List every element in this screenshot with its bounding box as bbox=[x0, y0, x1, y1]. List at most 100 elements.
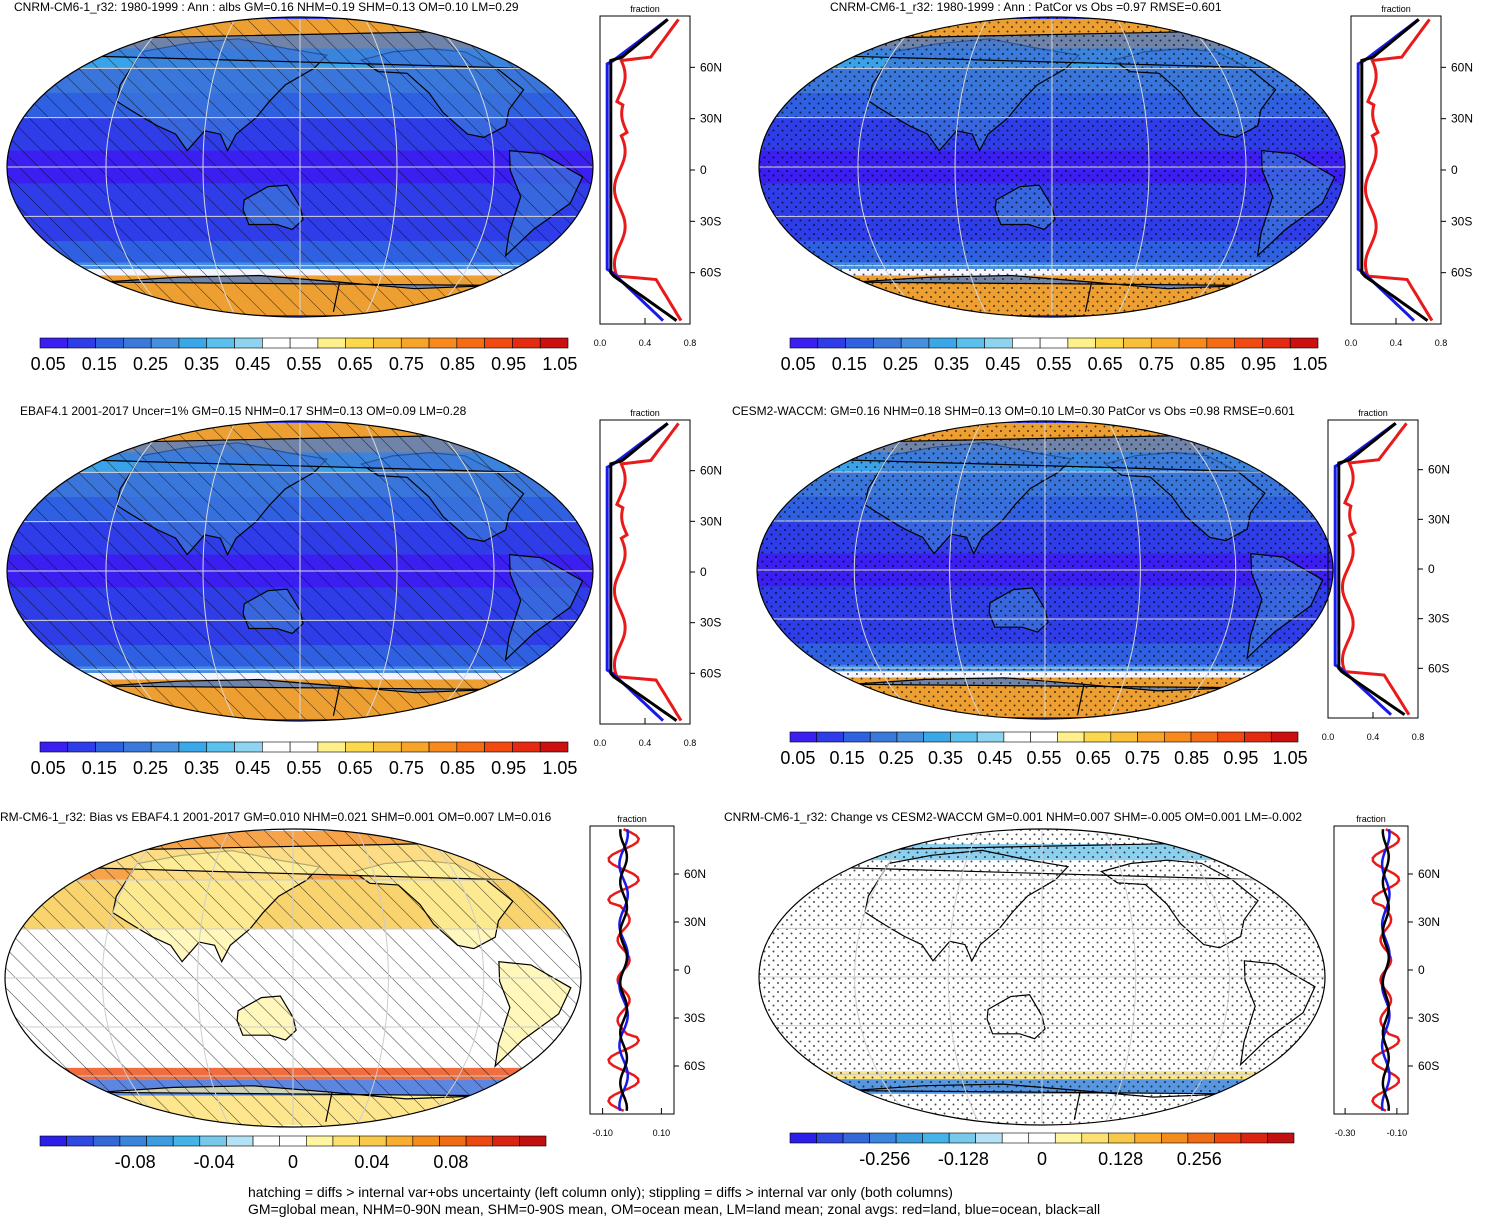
zonal-land-curve bbox=[1341, 422, 1411, 716]
map-robinson bbox=[6, 16, 594, 318]
lat-label: 30S bbox=[1418, 1011, 1439, 1025]
lat-label: 30S bbox=[700, 214, 721, 228]
footer-line-1: hatching = diffs > internal var+obs unce… bbox=[248, 1184, 953, 1200]
longitude-gridline bbox=[954, 18, 988, 316]
lat-label: 60S bbox=[1451, 266, 1472, 280]
colorbar-swatch bbox=[234, 741, 263, 753]
colorbar-swatch bbox=[1190, 731, 1219, 743]
colorbar-label: 0.75 bbox=[1139, 354, 1174, 374]
colorbar-swatch bbox=[896, 731, 924, 743]
colorbar-swatch bbox=[519, 1135, 547, 1147]
colorbar-label: 1.05 bbox=[1273, 748, 1308, 768]
map-robinson bbox=[756, 420, 1334, 720]
colorbar-swatch bbox=[1067, 337, 1096, 349]
zonal-all-curve bbox=[1381, 829, 1391, 1111]
colorbar-swatch bbox=[178, 741, 208, 753]
colorbar-label: 0.55 bbox=[286, 758, 321, 778]
colorbar: 0.05 0.15 0.25 0.35 0.45 0.55 0.65 0.75 0.85 0.95… bbox=[781, 337, 1327, 378]
lat-label: 60S bbox=[1418, 1059, 1439, 1073]
x-tick-label: -0.30 bbox=[1335, 1128, 1356, 1138]
colorbar-label: 0.75 bbox=[1125, 748, 1160, 768]
colorbar-swatch bbox=[789, 337, 819, 349]
colorbar-swatch bbox=[123, 337, 152, 349]
colorbar-label: 0.95 bbox=[1223, 748, 1258, 768]
zonal-land-curve bbox=[613, 18, 683, 322]
zonal-average-plot: fraction 60N 30N 0 30S 60S -0.10 0.10 bbox=[564, 810, 746, 1150]
colorbar-label: 0.95 bbox=[491, 758, 526, 778]
colorbar-label: 0.128 bbox=[1098, 1149, 1143, 1169]
zonal-frame bbox=[1333, 825, 1409, 1115]
colorbar-swatch bbox=[1039, 337, 1069, 349]
colorbar-swatch bbox=[385, 1135, 414, 1147]
lat-label: 60S bbox=[700, 266, 721, 280]
longitude-gridline bbox=[105, 422, 171, 720]
colorbar-label: 0.45 bbox=[235, 354, 270, 374]
colorbar-swatch bbox=[1270, 731, 1299, 743]
colorbar-swatch bbox=[539, 741, 569, 753]
colorbar-label: 0.55 bbox=[1036, 354, 1071, 374]
colorbar-swatch bbox=[484, 741, 513, 753]
x-tick-label: 0.4 bbox=[1367, 732, 1380, 742]
zonal-land-curve bbox=[1364, 18, 1434, 322]
x-tick-label: 0.8 bbox=[1435, 338, 1448, 348]
colorbar-swatch bbox=[975, 1132, 1003, 1144]
longitude-gridline bbox=[356, 830, 389, 1126]
colorbar-swatch bbox=[842, 1132, 870, 1144]
zonal-axis-title: fraction bbox=[1381, 4, 1411, 14]
colorbar-swatch bbox=[317, 741, 346, 753]
longitude-gridline bbox=[197, 830, 230, 1126]
longitude-gridline bbox=[1104, 830, 1137, 1124]
colorbar-swatch bbox=[39, 1135, 67, 1147]
lat-label: 30S bbox=[684, 1011, 705, 1025]
colorbar: 0.05 0.15 0.25 0.35 0.45 0.55 0.65 0.75 0.85 0.95… bbox=[31, 741, 577, 782]
colorbar-swatch bbox=[789, 731, 818, 743]
colorbar-swatch bbox=[428, 337, 458, 349]
lat-label: 60N bbox=[700, 60, 722, 74]
panel-6: CNRM-CM6-1_r32: Change vs CESM2-WACCM GM… bbox=[724, 808, 1493, 1178]
lat-label: 0 bbox=[1428, 562, 1435, 576]
colorbar-swatch bbox=[456, 741, 485, 753]
colorbar-label: 0.55 bbox=[286, 354, 321, 374]
lat-label: 30N bbox=[1451, 112, 1473, 126]
colorbar-swatch bbox=[1057, 731, 1085, 743]
colorbar-label: -0.04 bbox=[194, 1152, 235, 1172]
x-tick-label: 0.8 bbox=[1412, 732, 1425, 742]
colorbar-label: 0.95 bbox=[1241, 354, 1276, 374]
zonal-average-plot: fraction 60N 30N 0 30S 60S 0.0 0.4 0.8 bbox=[594, 0, 746, 360]
colorbar-swatch bbox=[150, 741, 180, 753]
panel-2: CNRM-CM6-1_r32: 1980-1999 : Ann : PatCor… bbox=[746, 0, 1493, 400]
colorbar-label: 0.15 bbox=[832, 354, 867, 374]
colorbar-label: 0.45 bbox=[977, 748, 1012, 768]
colorbar-swatch bbox=[1240, 1132, 1268, 1144]
colorbar-label: 0.15 bbox=[82, 354, 117, 374]
zonal-all-curve bbox=[1360, 18, 1429, 322]
colorbar-label: -0.128 bbox=[938, 1149, 989, 1169]
x-tick-label: -0.10 bbox=[592, 1128, 613, 1138]
lat-label: 30N bbox=[1418, 915, 1440, 929]
colorbar-swatch bbox=[512, 337, 541, 349]
panel-title: EBAF4.1 2001-2017 Uncer=1% GM=0.15 NHM=0… bbox=[20, 404, 467, 418]
map-robinson bbox=[6, 420, 594, 722]
lat-label: 30N bbox=[700, 514, 722, 528]
panel-3: EBAF4.1 2001-2017 Uncer=1% GM=0.15 NHM=0… bbox=[0, 404, 746, 794]
x-tick-label: 0.4 bbox=[1390, 338, 1403, 348]
longitude-gridline bbox=[202, 422, 236, 720]
zonal-all-curve bbox=[618, 829, 629, 1111]
colorbar-label: 0.05 bbox=[781, 354, 816, 374]
longitude-gridline bbox=[1181, 18, 1247, 316]
lat-label: 60N bbox=[1451, 60, 1473, 74]
colorbar-label: 0.15 bbox=[830, 748, 865, 768]
colorbar-swatch bbox=[400, 337, 430, 349]
colorbar-label: 1.05 bbox=[542, 354, 577, 374]
colorbar-swatch bbox=[1289, 337, 1319, 349]
colorbar-swatch bbox=[900, 337, 930, 349]
colorbar-swatch bbox=[976, 731, 1005, 743]
longitude-gridline bbox=[429, 18, 495, 316]
x-tick-label: 0.8 bbox=[684, 338, 697, 348]
colorbar-swatch bbox=[289, 337, 319, 349]
colorbar-swatch bbox=[1206, 337, 1235, 349]
x-tick-label: -0.10 bbox=[1387, 1128, 1408, 1138]
colorbar-swatch bbox=[1134, 1132, 1162, 1144]
longitude-gridline bbox=[1167, 830, 1230, 1124]
panel-title: CNRM-CM6-1_r32: 1980-1999 : Ann : albs G… bbox=[14, 0, 519, 14]
